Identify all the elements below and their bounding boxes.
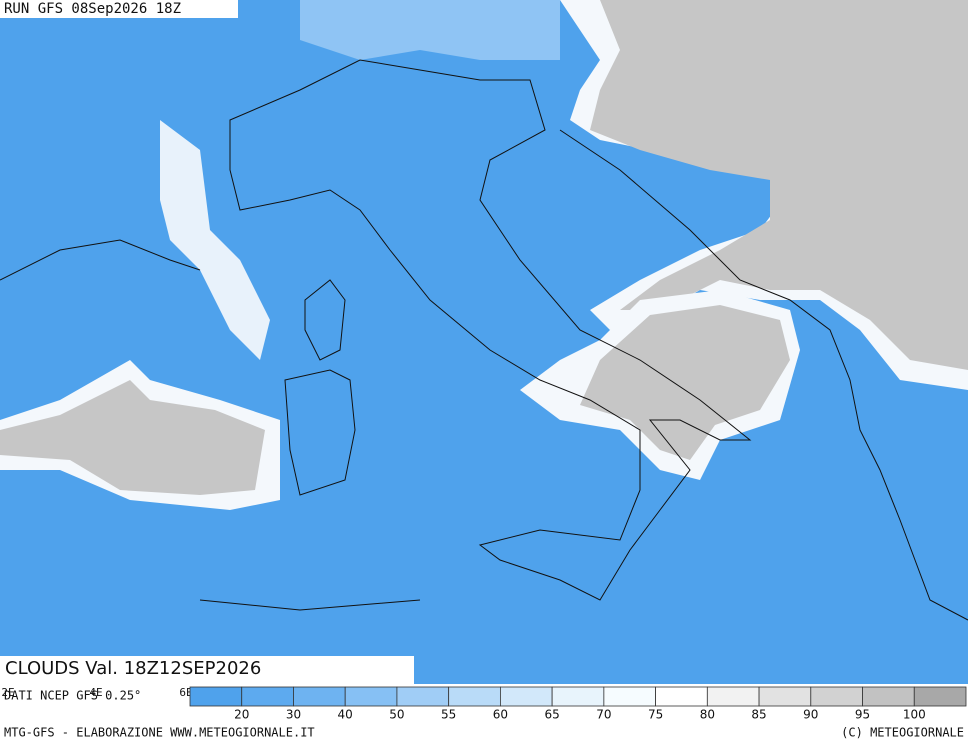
legend-swatch: [913, 686, 967, 707]
legend-swatch: [603, 686, 656, 707]
legend-swatch: [344, 686, 398, 707]
cloud-edge: [160, 120, 270, 360]
run-label: RUN GFS 08Sep2026 18Z: [4, 1, 181, 17]
lon-label: 4E: [89, 686, 102, 699]
cloud-thick: [0, 380, 265, 495]
legend-level: 40: [338, 708, 353, 722]
footer-left: MTG-GFS - ELABORAZIONE WWW.METEOGIORNALE…: [4, 726, 315, 740]
legend-level: 65: [544, 708, 559, 722]
coastlines: [0, 59, 968, 621]
cloud-thin: [300, 0, 560, 60]
footer-right: (C) METEOGIORNALE: [841, 726, 964, 740]
legend-level: 50: [389, 708, 404, 722]
legend-level: 55: [441, 708, 456, 722]
legend-level: 70: [596, 708, 611, 722]
legend-swatch: [448, 686, 501, 707]
legend-swatch: [396, 686, 450, 707]
color-legend: 20 30 40 50 55 60 65 70 75 80 85 90 95 100: [189, 686, 967, 722]
legend-swatch: [189, 686, 243, 707]
run-label-box: [0, 0, 238, 18]
lon-labels: 2E 4E 6E: [1, 686, 192, 699]
legend-swatch: [862, 686, 915, 707]
legend-level: 20: [234, 708, 249, 722]
cloud-areas: [0, 0, 968, 510]
field-label: CLOUDS Val. 18Z12SEP2026: [5, 658, 261, 679]
legend-level: 75: [648, 708, 663, 722]
legend-level: 95: [855, 708, 870, 722]
lon-label: 6E: [179, 686, 192, 699]
source-label: DATI NCEP GFS 0.25°: [4, 689, 141, 703]
field-label-box: [0, 656, 414, 684]
legend-level: 80: [700, 708, 715, 722]
legend-swatch: [499, 686, 553, 707]
cloud-thick: [580, 305, 790, 460]
legend-swatch: [706, 686, 760, 707]
legend-swatch: [241, 686, 294, 707]
legend-level: 85: [751, 708, 766, 722]
lon-label: 2E: [1, 686, 14, 699]
legend-swatch: [293, 686, 346, 707]
legend-swatch: [551, 686, 605, 707]
cloud-thick: [590, 0, 968, 370]
legend-swatch: [810, 686, 863, 707]
legend-swatch: [758, 686, 812, 707]
legend-level: 30: [286, 708, 301, 722]
legend-level: 90: [803, 708, 818, 722]
legend-level: 100: [903, 708, 926, 722]
legend-level: 60: [493, 708, 508, 722]
legend-swatch: [655, 686, 708, 707]
